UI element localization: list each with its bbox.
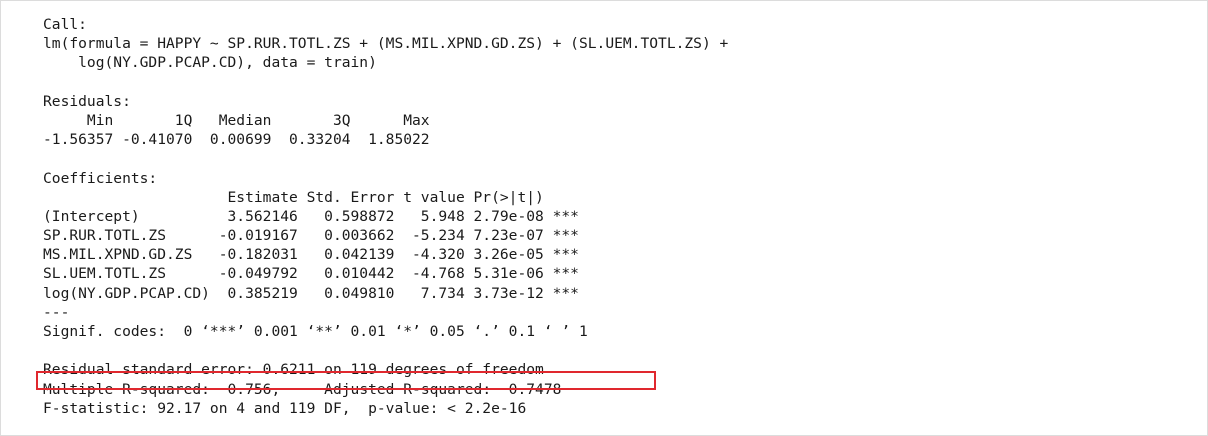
coef-row-sp-rur-totl-zs: SP.RUR.TOTL.ZS -0.019167 0.003662 -5.234… — [43, 227, 579, 245]
coef-row-intercept: (Intercept) 3.562146 0.598872 5.948 2.79… — [43, 207, 579, 225]
residuals-header: Residuals: — [43, 92, 131, 110]
residual-standard-error: Residual standard error: 0.6211 on 119 d… — [43, 361, 544, 379]
residuals-quantile-labels: Min 1Q Median 3Q Max — [43, 111, 439, 129]
f-statistic-line: F-statistic: 92.17 on 4 and 119 DF, p-va… — [43, 399, 527, 417]
blank-line — [43, 149, 728, 168]
separator-line: --- — [43, 303, 70, 321]
coef-row-ms-mil-xpnd-gd-zs: MS.MIL.XPND.GD.ZS -0.182031 0.042139 -4.… — [43, 246, 579, 264]
blank-line — [43, 341, 728, 360]
call-formula-line-2: log(NY.GDP.PCAP.CD), data = train) — [43, 54, 377, 72]
coef-row-log-ny-gdp-pcap-cd: log(NY.GDP.PCAP.CD) 0.385219 0.049810 7.… — [43, 284, 579, 302]
coefficients-header: Coefficients: — [43, 169, 158, 187]
call-formula-line-1: lm(formula = HAPPY ~ SP.RUR.TOTL.ZS + (M… — [43, 35, 729, 53]
call-header: Call: — [43, 16, 87, 33]
coef-row-sl-uem-totl-zs: SL.UEM.TOTL.ZS -0.049792 0.010442 -4.768… — [43, 265, 579, 283]
coefficients-column-headers: Estimate Std. Error t value Pr(>|t|) — [43, 188, 579, 206]
r-console-output: Call: lm(formula = HAPPY ~ SP.RUR.TOTL.ZS… — [43, 15, 728, 418]
r-squared-line: Multiple R-squared: 0.756, Adjusted R-sq… — [43, 380, 571, 398]
blank-line — [43, 73, 728, 92]
residuals-quantile-values: -1.56357 -0.41070 0.00699 0.33204 1.8502… — [43, 131, 439, 149]
signif-codes: Signif. codes: 0 ‘***’ 0.001 ‘**’ 0.01 ‘… — [43, 323, 588, 340]
